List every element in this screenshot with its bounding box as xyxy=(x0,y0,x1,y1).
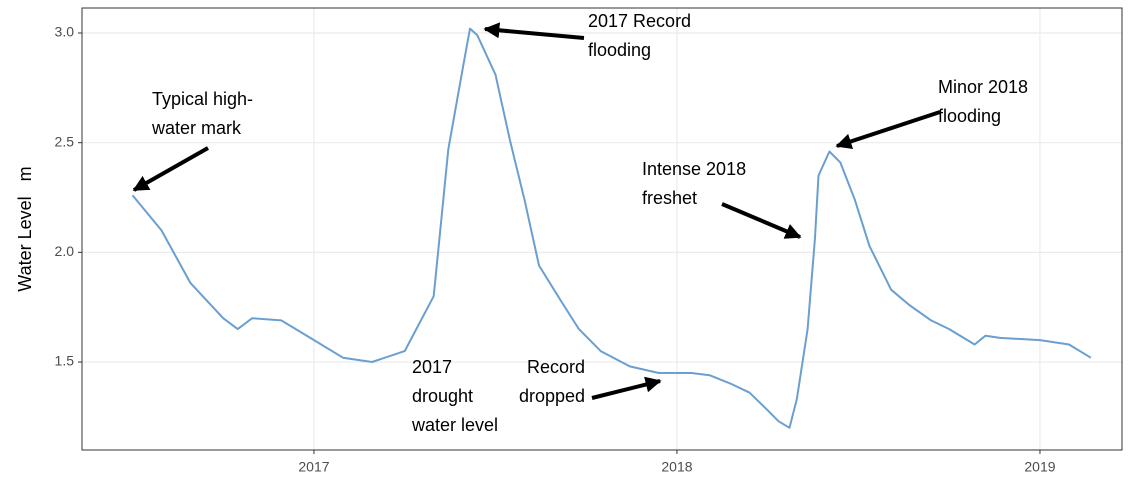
annotation: Typical high- xyxy=(152,89,253,109)
y-tick-label: 3.0 xyxy=(55,24,75,40)
annotation: 2017 xyxy=(412,357,452,377)
arrow xyxy=(591,376,662,400)
series xyxy=(131,27,1092,429)
annotation: Minor 2018 xyxy=(938,77,1028,97)
arrow xyxy=(483,22,585,40)
arrow xyxy=(835,110,941,150)
annotation: flooding xyxy=(588,40,651,60)
grid xyxy=(82,8,1122,450)
y-tick-label: 2.5 xyxy=(55,133,75,149)
y-axis-title: Water Level m xyxy=(15,166,35,291)
annotation: dropped xyxy=(519,386,585,406)
plot-panel xyxy=(82,8,1122,450)
labels: 1.5 2.0 2.5 3.0 2017 2018 2019 Typical high-wat… xyxy=(55,11,1056,475)
annotation: Intense 2018 xyxy=(642,159,746,179)
arrow xyxy=(132,146,209,192)
y-tick-label: 1.5 xyxy=(55,353,75,369)
annotation: freshet xyxy=(642,188,697,208)
arrows xyxy=(132,22,941,400)
annotation: water level xyxy=(411,415,498,435)
annotation: drought xyxy=(412,386,473,406)
annotation: Record xyxy=(527,357,585,377)
panel-border xyxy=(81,7,1123,451)
x-tick-label: 2017 xyxy=(298,459,329,475)
line xyxy=(131,27,1092,429)
x-tick-label: 2018 xyxy=(661,459,692,475)
y-tick-label: 2.0 xyxy=(55,243,75,259)
arrow xyxy=(721,202,802,239)
annotation: 2017 Record xyxy=(588,11,691,31)
annotation: flooding xyxy=(938,106,1001,126)
x-tick-label: 2019 xyxy=(1024,459,1055,475)
annotation: water mark xyxy=(151,118,242,138)
